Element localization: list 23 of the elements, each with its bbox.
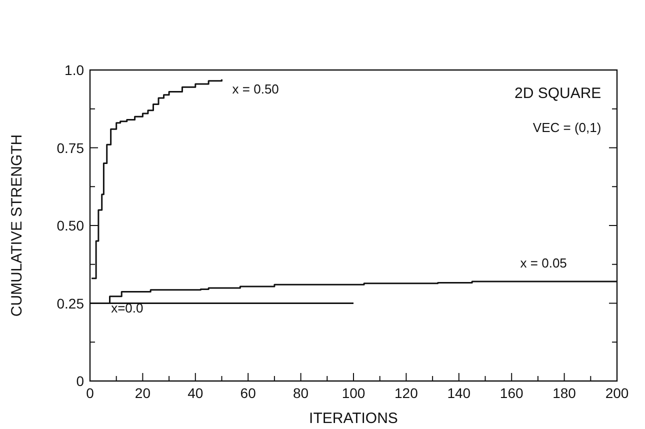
x-tick-label: 200 — [605, 385, 629, 401]
y-tick-label: 0.25 — [56, 295, 84, 312]
x-tick-label: 40 — [188, 385, 204, 401]
annotation: 2D SQUARE — [514, 84, 602, 102]
x-tick-label: 60 — [240, 385, 256, 401]
x-tick-label: 0 — [86, 385, 94, 401]
x-tick-label: 20 — [134, 385, 151, 401]
annotation: x = 0.05 — [520, 255, 567, 270]
annotation: VEC = (0,1) — [532, 120, 602, 136]
y-tick-label: 0.50 — [56, 218, 84, 234]
x-tick-label: 160 — [500, 385, 524, 401]
annotation: x = 0.50 — [232, 81, 279, 96]
y-tick-label: 0.75 — [56, 140, 84, 156]
y-tick-label: 1.0 — [64, 62, 84, 78]
x-tick-label: 80 — [293, 385, 309, 401]
x-tick-label: 100 — [342, 385, 366, 401]
x-tick-label: 180 — [552, 385, 576, 401]
y-tick-label: 0 — [76, 373, 84, 389]
y-axis-title: CUMULATIVE STRENGTH — [8, 134, 26, 317]
x-axis-title: ITERATIONS — [309, 410, 398, 427]
annotation: x=0.0 — [111, 300, 144, 316]
x-tick-label: 120 — [394, 385, 418, 401]
x-tick-label: 140 — [447, 385, 471, 401]
